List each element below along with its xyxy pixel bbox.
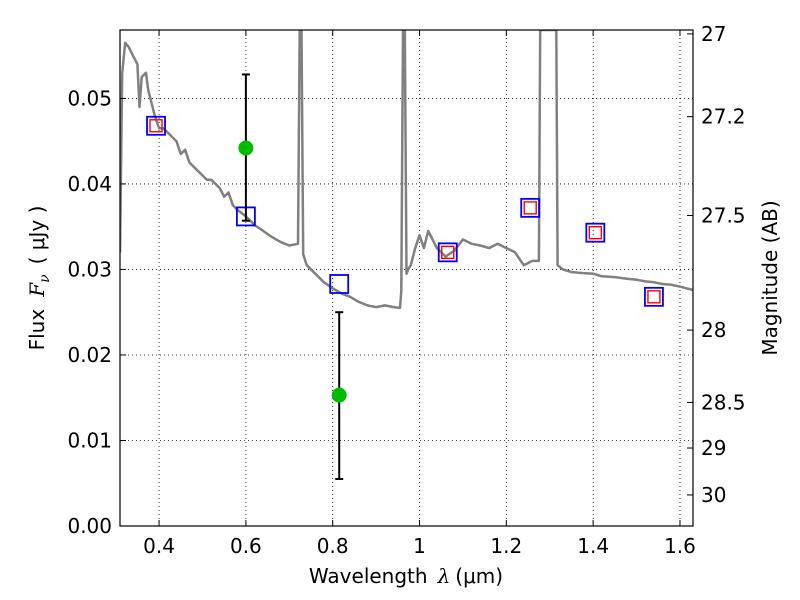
right-tick-label: 28 (701, 318, 726, 342)
x-tick-label: 1.4 (577, 534, 609, 558)
y-axis-label: FluxFν( μJy ) (25, 206, 53, 351)
y-tick-label: 0.02 (67, 343, 112, 367)
plot-frame (119, 29, 694, 527)
x-tick-label: 1.6 (664, 534, 696, 558)
observed-photometry-marker (523, 201, 537, 215)
detection-point (331, 387, 347, 403)
model-photometry-marker (329, 274, 350, 294)
x-tick-label: 0.4 (143, 534, 175, 558)
model-photometry-marker (437, 242, 458, 263)
model-photometry-marker (585, 222, 606, 243)
sed-model-line (120, 30, 693, 310)
right-tick-label: 27.5 (701, 204, 746, 228)
right-tick-label: 29 (701, 436, 726, 460)
model-photometry-marker (146, 115, 166, 136)
observed-photometry-marker (441, 245, 455, 260)
x-tick-label: 1 (413, 534, 426, 558)
plot-area (120, 30, 693, 480)
detection-point (238, 140, 254, 156)
right-axis-label: Magnitude (AB) (758, 200, 782, 355)
x-tick-label: 0.8 (317, 534, 349, 558)
right-tick-label: 27.2 (701, 105, 746, 129)
model-photometry-marker (520, 197, 541, 218)
y-tick-label: 0.01 (67, 428, 112, 452)
model-photometry-marker (644, 286, 664, 307)
right-tick-label: 30 (701, 483, 726, 507)
axis-ticks: 0.4 0.6 0.8 1 1.2 1.4 1.6 0.00 0.01 0.02 0.03 0.04 0… (67, 22, 745, 558)
x-tick-label: 0.6 (230, 534, 262, 558)
observed-photometry-marker (647, 290, 661, 304)
y-tick-label: 0.03 (67, 257, 112, 281)
observed-photometry-marker (149, 119, 163, 133)
right-tick-label: 27 (701, 22, 726, 46)
observed-photometry-marker (588, 225, 603, 240)
y-tick-label: 0.05 (67, 86, 112, 110)
y-tick-label: 0.04 (67, 172, 112, 196)
y-tick-label: 0.00 (67, 514, 112, 538)
x-tick-label: 1.2 (490, 534, 522, 558)
x-axis-label: Wavelength λ (μm) (309, 564, 503, 588)
grid (120, 30, 693, 527)
right-tick-label: 28.5 (701, 390, 746, 414)
